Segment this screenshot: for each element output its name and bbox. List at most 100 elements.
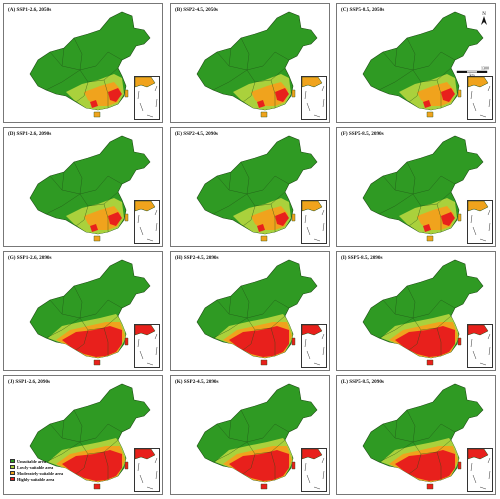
- hainan-island: [426, 235, 434, 242]
- province-boundary: [274, 423, 290, 433]
- province-boundary: [246, 51, 276, 71]
- province-boundary: [412, 423, 442, 443]
- hainan-island: [93, 235, 101, 242]
- province-boundary: [394, 47, 398, 67]
- province-boundary: [436, 327, 442, 356]
- inset-coast: [134, 324, 156, 336]
- province-boundary: [408, 205, 422, 227]
- province-boundary: [242, 205, 256, 227]
- scale-value: 1300: [481, 66, 489, 71]
- province-boundary: [274, 299, 290, 309]
- province-boundary: [228, 171, 232, 191]
- nine-dash-line: [137, 85, 158, 118]
- province-boundary: [79, 175, 109, 195]
- panel-title: (B) SSP2-4.5, 2050s: [175, 7, 218, 13]
- province-boundary: [240, 409, 250, 443]
- china-suitability-map: [362, 383, 484, 490]
- hainan-island: [260, 359, 268, 366]
- map-panel: (K) SSP2-4.5, 2090s: [170, 375, 330, 495]
- province-boundary: [212, 69, 248, 91]
- south-china-sea-inset: [134, 76, 160, 120]
- map-panel: (D) SSP1-2.6, 2090s: [3, 127, 163, 247]
- nine-dash-line: [470, 457, 491, 490]
- inset-coast: [467, 448, 489, 460]
- hainan-island: [260, 111, 268, 118]
- province-boundary: [406, 37, 416, 71]
- inset-coast: [134, 200, 156, 212]
- taiwan-island: [291, 213, 296, 222]
- province-boundary: [436, 79, 442, 108]
- china-suitability-map: [196, 259, 318, 366]
- hainan-island: [93, 359, 101, 366]
- province-boundary: [378, 441, 414, 463]
- hainan-island: [260, 483, 268, 490]
- map-panel: (B) SSP2-4.5, 2050s: [170, 3, 330, 123]
- map-panel: (J) SSP1-2.6, 2090s Unsuitable area Lowly-…: [3, 375, 163, 495]
- province-boundary: [406, 161, 416, 195]
- province-boundary: [79, 191, 119, 207]
- province-boundary: [103, 451, 109, 480]
- province-boundary: [408, 453, 422, 475]
- province-boundary: [412, 191, 452, 207]
- province-boundary: [242, 81, 256, 103]
- province-boundary: [45, 441, 81, 463]
- taiwan-island: [124, 89, 129, 98]
- province-boundary: [378, 69, 414, 91]
- province-boundary: [240, 285, 250, 319]
- map-panel: (I) SSP5-8.5, 2090s: [336, 251, 496, 371]
- inset-coast: [467, 76, 489, 88]
- province-boundary: [440, 175, 456, 185]
- province-boundary: [246, 315, 286, 331]
- province-boundary: [242, 329, 256, 351]
- hainan-island: [426, 483, 434, 490]
- province-boundary: [436, 203, 442, 232]
- province-boundary: [45, 317, 81, 339]
- map-panel: (G) SSP1-2.6, 2090s: [3, 251, 163, 371]
- province-boundary: [107, 175, 123, 185]
- legend-item: Lowly-suitable area: [10, 464, 66, 470]
- china-suitability-map: [196, 11, 318, 118]
- taiwan-island: [291, 89, 296, 98]
- province-boundary: [107, 51, 123, 61]
- panel-title: (J) SSP1-2.6, 2090s: [8, 379, 51, 385]
- province-boundary: [75, 81, 89, 103]
- province-boundary: [228, 419, 232, 439]
- suitability-zone: [275, 212, 289, 226]
- south-china-sea-inset: [467, 76, 493, 120]
- suitability-zone: [423, 224, 431, 232]
- south-china-sea-inset: [301, 200, 327, 244]
- legend: Unsuitable area Lowly-suitable area Modera…: [10, 458, 66, 482]
- legend-swatch: [10, 465, 15, 469]
- suitability-zone: [423, 100, 431, 108]
- nine-dash-line: [137, 209, 158, 242]
- nine-dash-line: [470, 209, 491, 242]
- province-boundary: [61, 295, 65, 315]
- hainan-island: [93, 483, 101, 490]
- province-boundary: [212, 317, 248, 339]
- china-suitability-map: [362, 11, 484, 118]
- taiwan-island: [291, 461, 296, 470]
- province-boundary: [107, 423, 123, 433]
- province-boundary: [436, 451, 442, 480]
- map-panel: (F) SSP5-8.5, 2090s: [336, 127, 496, 247]
- province-boundary: [246, 67, 286, 83]
- legend-item: Unsuitable area: [10, 458, 66, 464]
- taiwan-island: [291, 337, 296, 346]
- legend-label: Unsuitable area: [17, 458, 46, 464]
- nine-dash-line: [137, 333, 158, 366]
- province-boundary: [45, 69, 81, 91]
- taiwan-island: [124, 213, 129, 222]
- province-boundary: [394, 419, 398, 439]
- map-panel: (H) SSP2-4.5, 2090s: [170, 251, 330, 371]
- china-suitability-map: [196, 383, 318, 490]
- province-boundary: [440, 299, 456, 309]
- panel-title: (C) SSP5-8.5, 2050s: [341, 7, 385, 13]
- inset-coast: [301, 324, 323, 336]
- legend-swatch: [10, 459, 15, 463]
- inset-coast: [301, 200, 323, 212]
- suitability-zone: [441, 88, 455, 102]
- province-boundary: [79, 315, 119, 331]
- province-boundary: [73, 37, 83, 71]
- province-boundary: [61, 419, 65, 439]
